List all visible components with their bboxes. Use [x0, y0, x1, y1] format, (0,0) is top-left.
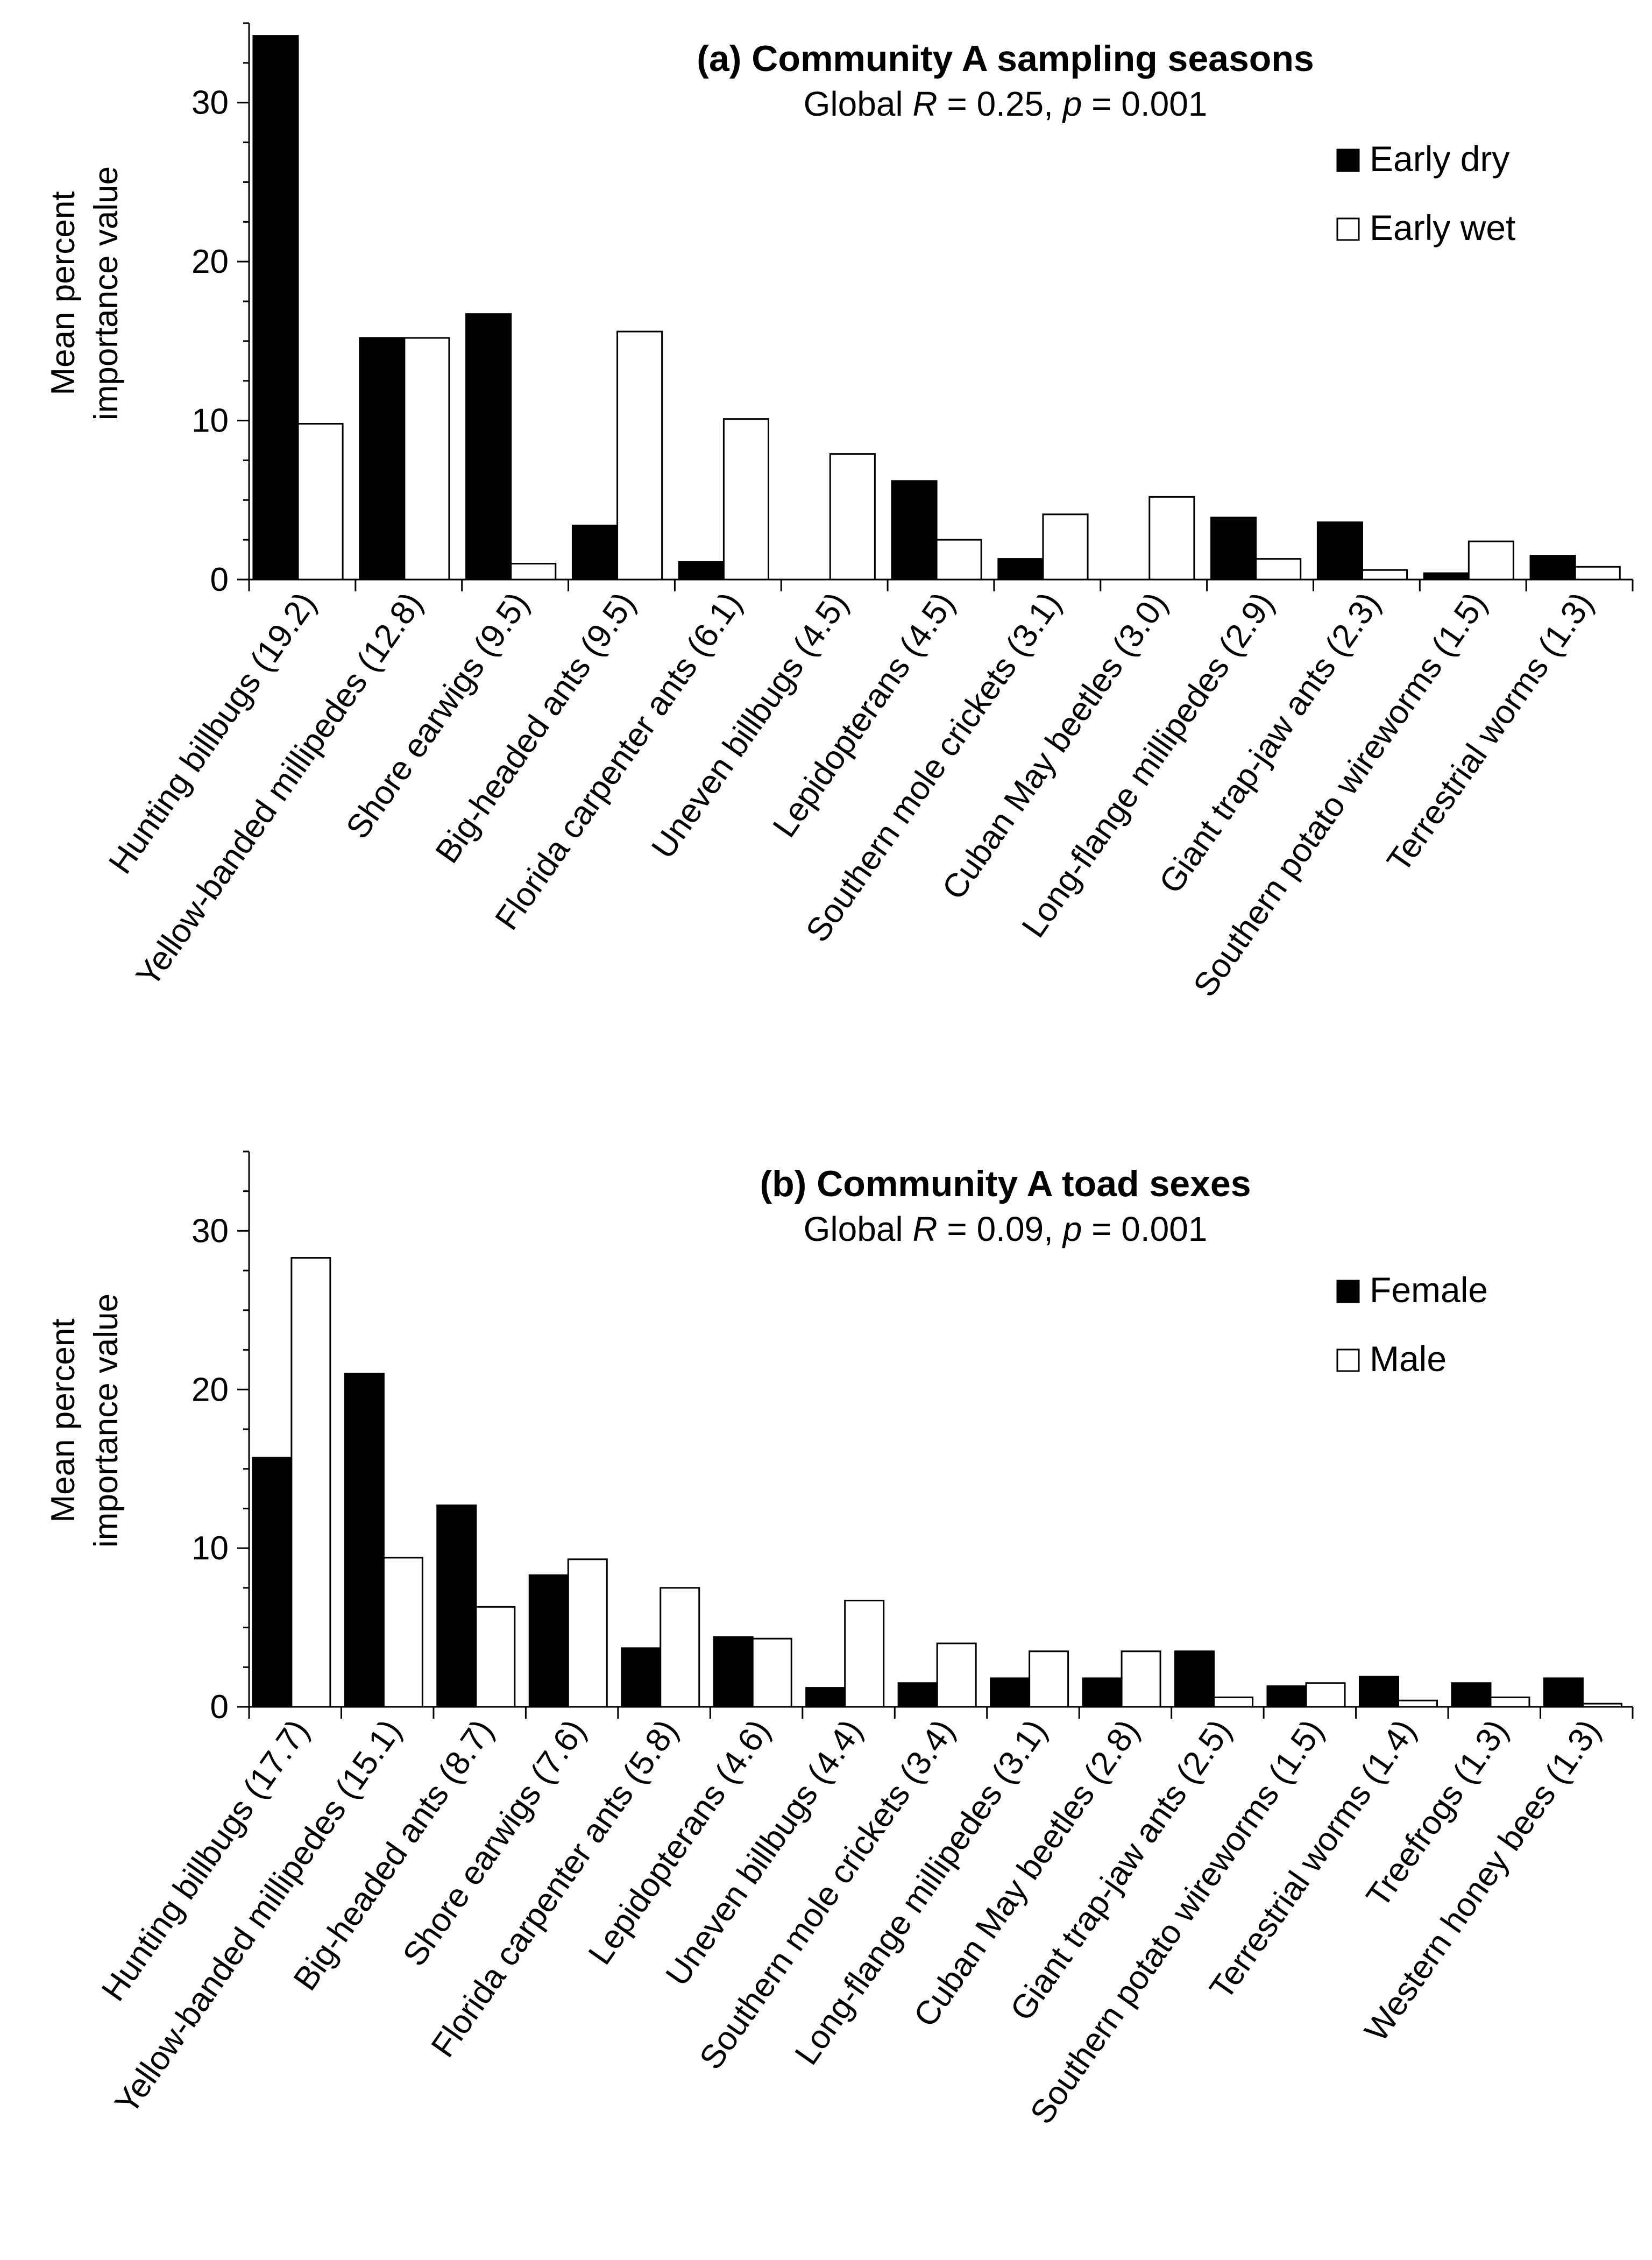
legend-label: Male [1370, 1339, 1447, 1379]
bar-early-dry [252, 35, 299, 581]
bar-male [290, 1257, 331, 1708]
bar-male [1213, 1696, 1254, 1708]
legend-swatch-female [1336, 1280, 1360, 1303]
bar-female [990, 1677, 1031, 1708]
bar-early-dry [1529, 555, 1576, 581]
bar-early-dry [465, 313, 512, 581]
bar-male [1490, 1696, 1530, 1708]
bar-male [567, 1558, 608, 1708]
subtitle-prefix: Global [804, 84, 913, 123]
bar-early-wet [1148, 496, 1195, 581]
subtitle-r-value: = 0.25, [938, 84, 1063, 123]
bar-female [344, 1373, 385, 1708]
bar-male [936, 1642, 977, 1708]
bar-early-wet [935, 539, 982, 581]
bar-male [1029, 1650, 1069, 1708]
legend-swatch-early-wet [1336, 217, 1360, 241]
bar-early-wet [297, 422, 344, 581]
legend-swatch-early-dry [1336, 149, 1360, 172]
legend-label: Early dry [1370, 139, 1509, 179]
bar-early-wet [1467, 540, 1514, 581]
bar-early-dry [571, 525, 619, 581]
bar-female [1358, 1676, 1399, 1708]
subtitle-r-symbol: R [912, 84, 937, 123]
bar-male [1305, 1682, 1346, 1708]
subtitle-p-value: = 0.001 [1082, 84, 1207, 123]
y-tick-label: 20 [192, 1371, 229, 1408]
bar-early-wet [1255, 558, 1302, 581]
subtitle-r-symbol: R [912, 1210, 937, 1248]
bar-male [1397, 1699, 1438, 1708]
subtitle-p-value: = 0.001 [1082, 1210, 1207, 1248]
y-axis-label-line1: Mean percent [45, 191, 82, 395]
bar-early-wet [1574, 566, 1621, 581]
subtitle-p-symbol: p [1062, 84, 1082, 123]
chart-subtitle: Global R = 0.25, p = 0.001 [804, 84, 1208, 123]
y-tick-label: 20 [192, 243, 229, 280]
y-tick-label: 0 [210, 1689, 229, 1726]
legend-label: Female [1370, 1270, 1488, 1310]
subtitle-prefix: Global [804, 1210, 913, 1248]
y-tick-label: 30 [192, 1212, 229, 1249]
chart-title: (b) Community A toad sexes [760, 1163, 1251, 1204]
chart-subtitle: Global R = 0.09, p = 0.001 [804, 1210, 1208, 1248]
bar-early-wet [722, 418, 769, 581]
bar-early-wet [403, 337, 450, 581]
bar-early-dry [678, 561, 725, 581]
bar-female [621, 1647, 662, 1708]
bar-early-dry [891, 480, 938, 581]
bar-early-dry [359, 337, 406, 581]
bar-female [1451, 1682, 1492, 1708]
bar-early-wet [510, 562, 557, 581]
bar-male [382, 1557, 423, 1708]
bar-male [751, 1637, 792, 1708]
y-tick-label: 10 [192, 1530, 229, 1567]
bar-female [1543, 1677, 1584, 1708]
bar-female [805, 1687, 846, 1708]
y-tick-label: 10 [192, 402, 229, 440]
legend-swatch-male [1336, 1348, 1360, 1372]
bar-early-dry [997, 558, 1044, 581]
bar-female [1174, 1650, 1215, 1708]
bar-male [475, 1606, 516, 1708]
bar-male [1121, 1650, 1161, 1708]
y-axis-label-line2: importance value [88, 166, 125, 420]
bar-female [713, 1636, 754, 1708]
subtitle-r-value: = 0.09, [938, 1210, 1063, 1248]
bar-female [252, 1457, 293, 1708]
bar-early-wet [616, 330, 663, 581]
bar-early-wet [1042, 513, 1089, 581]
bar-female [1082, 1677, 1123, 1708]
bar-early-dry [1423, 572, 1470, 581]
bar-male [844, 1599, 885, 1708]
bar-female [1266, 1685, 1307, 1708]
y-tick-label: 0 [210, 561, 229, 598]
bar-early-dry [1316, 521, 1363, 581]
y-axis-label-line2: importance value [88, 1294, 125, 1548]
bar-female [436, 1505, 477, 1708]
bar-female [528, 1574, 569, 1708]
bar-early-wet [1361, 569, 1408, 581]
bar-male [660, 1587, 700, 1708]
bar-male [1582, 1703, 1622, 1708]
legend-label: Early wet [1370, 208, 1515, 248]
subtitle-p-symbol: p [1062, 1210, 1082, 1248]
bar-early-dry [1210, 517, 1257, 581]
chart-title: (a) Community A sampling seasons [697, 38, 1314, 79]
bar-early-wet [829, 453, 876, 581]
bar-female [897, 1682, 938, 1708]
y-axis-label-line1: Mean percent [45, 1318, 82, 1522]
y-tick-label: 30 [192, 84, 229, 122]
